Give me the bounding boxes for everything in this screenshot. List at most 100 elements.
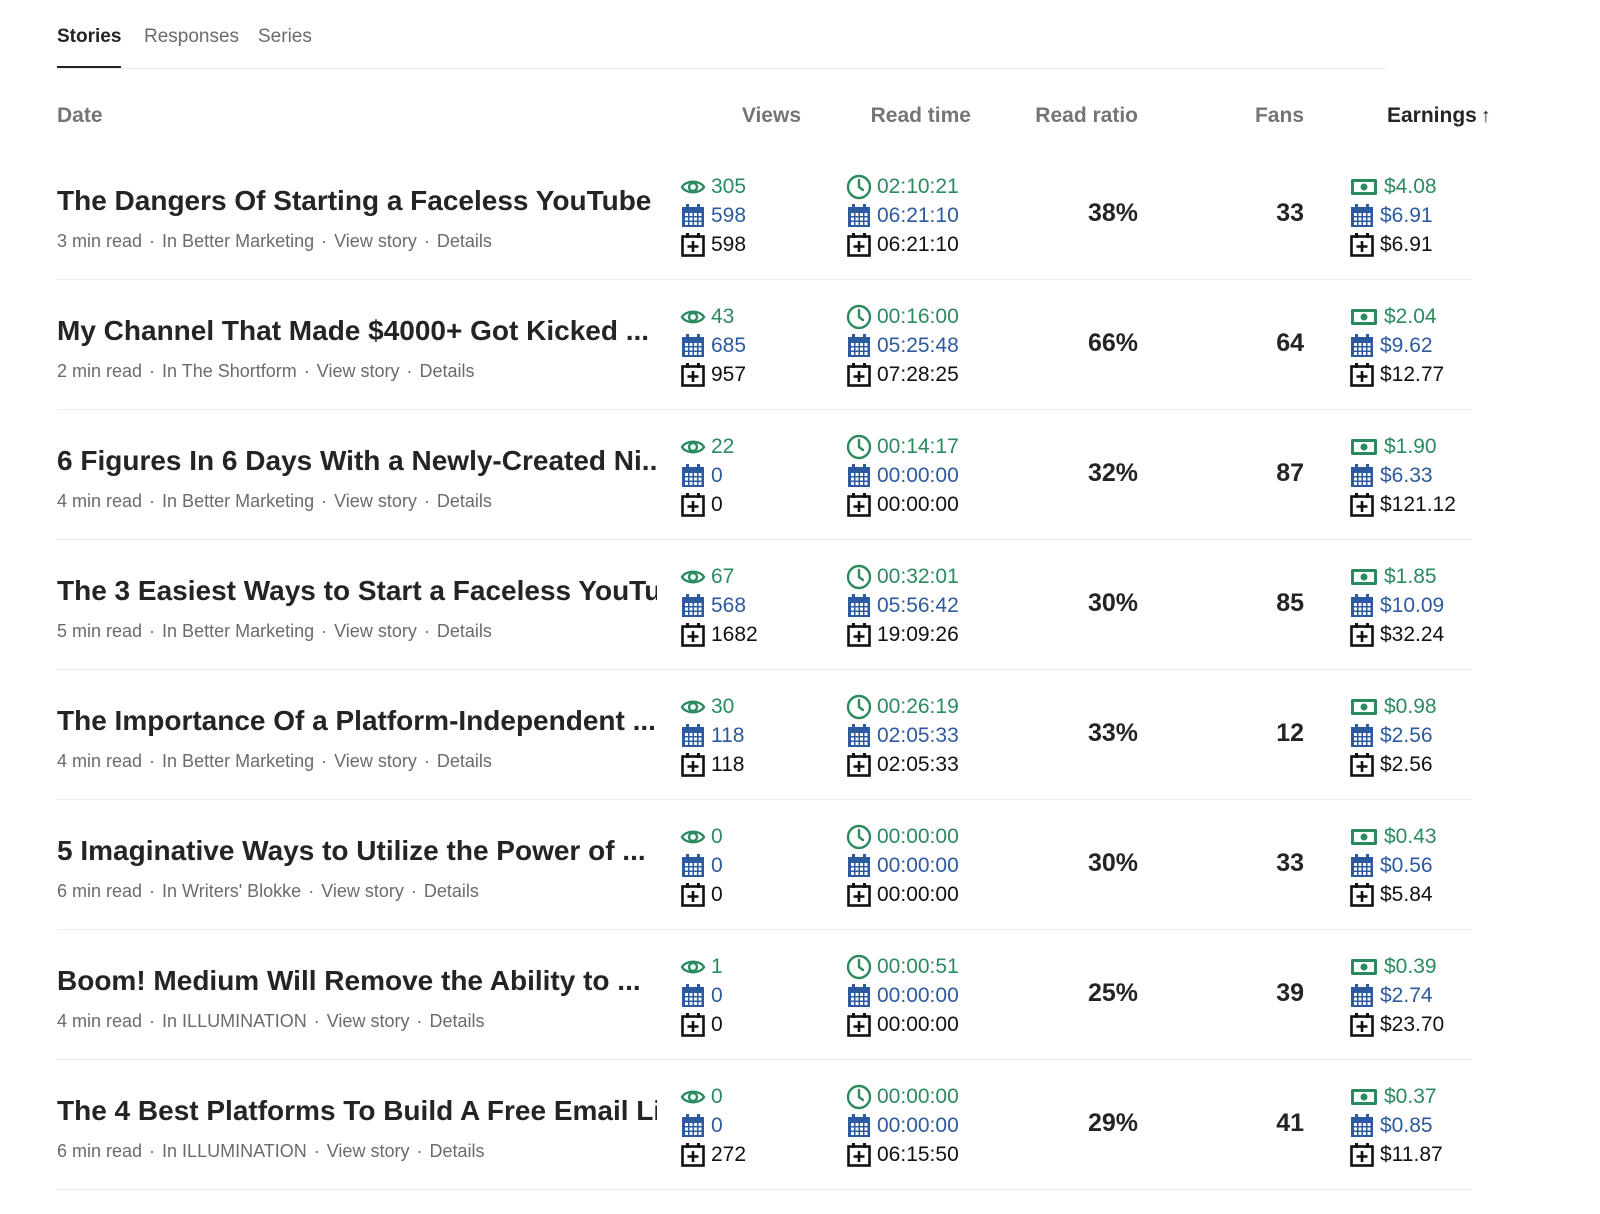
fans-value: 12 — [1276, 719, 1304, 747]
story-title[interactable]: My Channel That Made $4000+ Got Kicked .… — [57, 315, 650, 346]
story-title[interactable]: 5 Imaginative Ways to Utilize the Power … — [57, 835, 646, 866]
story-title[interactable]: The 3 Easiest Ways to Start a Faceless Y… — [57, 575, 657, 606]
table-row: My Channel That Made $4000+ Got Kicked .… — [0, 280, 1600, 410]
read-time-cell: 00:32:01 05:56:42 19:09:26 — [846, 562, 959, 649]
views-cell-line: 0 — [680, 1010, 723, 1039]
view-story-link[interactable]: View story — [321, 881, 404, 901]
views-cell-line: 598 — [680, 230, 746, 259]
views-cell-line: 0 — [680, 851, 723, 880]
publication-link[interactable]: In Better Marketing — [162, 231, 315, 251]
meta-separator: · — [321, 231, 328, 251]
views-cell-value: 0 — [711, 493, 723, 516]
read-time-cell-line: 00:00:00 — [846, 461, 959, 490]
earnings-cell-value: $0.56 — [1380, 854, 1433, 877]
header-earnings[interactable]: Earnings ↑ — [1387, 104, 1491, 128]
earnings-cell: $1.85 $10.09 $32.24 — [1349, 562, 1444, 649]
read-time-cell-value: 06:21:10 — [877, 204, 959, 227]
details-link[interactable]: Details — [436, 621, 492, 641]
earnings-cell-line: $9.62 — [1349, 331, 1444, 360]
money-icon — [1349, 434, 1379, 460]
earnings-cell-line: $1.90 — [1349, 432, 1456, 461]
read-time-cell-line: 06:15:50 — [846, 1140, 959, 1169]
read-time-cell-value: 07:28:25 — [877, 363, 959, 386]
view-story-link[interactable]: View story — [334, 491, 417, 511]
view-story-link[interactable]: View story — [334, 621, 417, 641]
details-link[interactable]: Details — [419, 361, 475, 381]
views-cell: 0 0 272 — [680, 1082, 746, 1169]
read-time-label: 2 min read — [57, 361, 143, 381]
row-divider — [57, 279, 1472, 280]
view-story-link[interactable]: View story — [326, 1011, 410, 1031]
calendar-plus-icon — [846, 492, 872, 518]
calendar-plus-icon — [680, 232, 706, 258]
eye-icon — [680, 304, 706, 330]
table-header: Date Views Read time Read ratio Fans Ear… — [0, 104, 1600, 134]
header-date[interactable]: Date — [57, 104, 103, 127]
header-read-ratio[interactable]: Read ratio — [1035, 104, 1138, 127]
read-time-cell-line: 06:21:10 — [846, 230, 959, 259]
row-divider — [57, 1189, 1472, 1190]
read-time-cell-value: 00:00:00 — [877, 464, 959, 487]
view-story-link[interactable]: View story — [316, 361, 400, 381]
details-link[interactable]: Details — [436, 231, 492, 251]
view-story-link[interactable]: View story — [334, 751, 417, 771]
header-views[interactable]: Views — [741, 104, 801, 127]
views-cell-value: 0 — [711, 883, 723, 906]
fans-value: 33 — [1276, 199, 1304, 227]
earnings-cell-value: $2.74 — [1380, 984, 1433, 1007]
earnings-cell-line: $6.33 — [1349, 461, 1456, 490]
calendar-plus-icon — [846, 1012, 872, 1038]
publication-link[interactable]: In ILLUMINATION — [162, 1141, 307, 1161]
fans-value: 87 — [1276, 459, 1304, 487]
details-link[interactable]: Details — [436, 491, 492, 511]
read-time-cell-value: 00:14:17 — [877, 435, 959, 458]
story-title[interactable]: The Importance Of a Platform-Independent… — [57, 705, 656, 736]
tab-responses[interactable]: Responses — [144, 26, 240, 47]
publication-link[interactable]: In ILLUMINATION — [162, 1011, 307, 1031]
tab-stories[interactable]: Stories — [57, 26, 122, 68]
read-time-cell-value: 00:00:00 — [877, 854, 959, 877]
table-row: Boom! Medium Will Remove the Ability to … — [0, 930, 1600, 1060]
read-time-cell-line: 00:16:00 — [846, 302, 959, 331]
details-link[interactable]: Details — [423, 881, 479, 901]
read-time-cell-value: 00:26:19 — [877, 695, 959, 718]
publication-link[interactable]: In Writers' Blokke — [162, 881, 302, 901]
earnings-cell-line: $5.84 — [1349, 880, 1437, 909]
details-link[interactable]: Details — [436, 751, 492, 771]
story-title[interactable]: The 4 Best Platforms To Build A Free Ema… — [57, 1095, 657, 1126]
read-time-cell-value: 00:00:00 — [877, 984, 959, 1007]
details-link[interactable]: Details — [429, 1141, 485, 1161]
publication-link[interactable]: In The Shortform — [162, 361, 297, 381]
views-cell-value: 1 — [711, 955, 723, 978]
views-cell-line: 30 — [680, 692, 744, 721]
story-title[interactable]: The Dangers Of Starting a Faceless YouTu… — [57, 185, 657, 216]
clock-icon — [846, 564, 872, 590]
story-title[interactable]: 6 Figures In 6 Days With a Newly-Created… — [57, 445, 657, 476]
header-read-time[interactable]: Read time — [870, 104, 971, 127]
read-time-cell-value: 06:21:10 — [877, 233, 959, 256]
meta-separator: · — [303, 361, 310, 381]
earnings-cell-value: $6.91 — [1380, 204, 1433, 227]
views-cell-line: 685 — [680, 331, 746, 360]
calendar-icon — [680, 333, 706, 359]
story-title[interactable]: Boom! Medium Will Remove the Ability to … — [57, 965, 641, 996]
view-story-link[interactable]: View story — [326, 1141, 410, 1161]
earnings-cell-value: $2.56 — [1380, 724, 1433, 747]
publication-link[interactable]: In Better Marketing — [162, 751, 315, 771]
earnings-cell-line: $0.43 — [1349, 822, 1437, 851]
read-time-cell-line: 00:14:17 — [846, 432, 959, 461]
tab-series[interactable]: Series — [258, 26, 312, 47]
header-fans[interactable]: Fans — [1254, 104, 1304, 127]
calendar-icon — [1349, 463, 1375, 489]
money-icon — [1349, 304, 1379, 330]
details-link[interactable]: Details — [429, 1011, 485, 1031]
read-time-cell-line: 00:00:00 — [846, 1082, 959, 1111]
stats-tabs: Stories Responses Series — [57, 22, 1387, 69]
publication-link[interactable]: In Better Marketing — [162, 491, 315, 511]
views-cell-value: 685 — [711, 334, 747, 357]
view-story-link[interactable]: View story — [334, 231, 417, 251]
read-time-label: 4 min read — [57, 751, 143, 771]
publication-link[interactable]: In Better Marketing — [162, 621, 315, 641]
earnings-cell: $2.04 $9.62 $12.77 — [1349, 302, 1444, 389]
earnings-cell: $0.39 $2.74 $23.70 — [1349, 952, 1444, 1039]
